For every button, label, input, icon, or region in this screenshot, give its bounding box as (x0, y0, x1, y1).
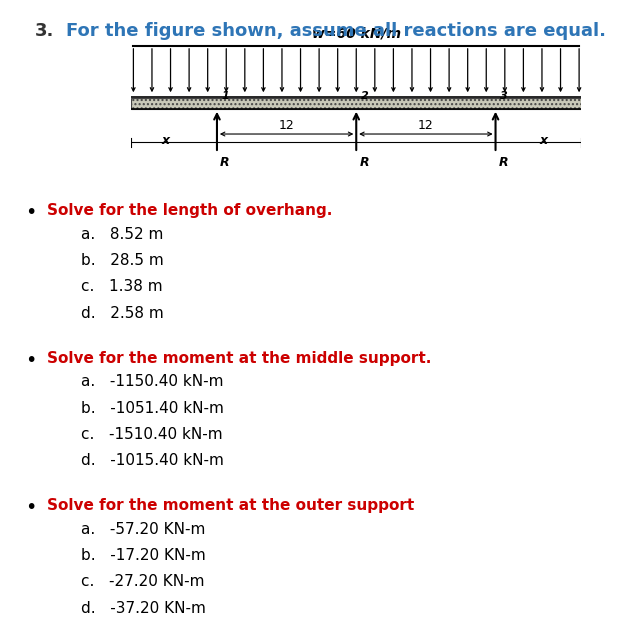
Text: a.   8.52 m: a. 8.52 m (81, 227, 164, 242)
Text: x: x (540, 134, 548, 147)
Bar (131, 98, 581, 109)
Text: d.   2.58 m: d. 2.58 m (81, 306, 164, 321)
Text: •: • (25, 351, 36, 369)
Text: Solve for the moment at the outer support: Solve for the moment at the outer suppor… (47, 498, 414, 513)
Text: x: x (161, 134, 169, 147)
Text: c.   1.38 m: c. 1.38 m (81, 279, 163, 294)
Text: R: R (220, 156, 230, 169)
Text: 3.: 3. (34, 22, 54, 40)
Text: Solve for the length of overhang.: Solve for the length of overhang. (47, 203, 332, 218)
Text: 12: 12 (418, 119, 434, 132)
Text: d.   -1015.40 kN-m: d. -1015.40 kN-m (81, 453, 224, 468)
Text: c.   -1510.40 kN-m: c. -1510.40 kN-m (81, 427, 223, 442)
Text: d.   -37.20 KN-m: d. -37.20 KN-m (81, 601, 206, 616)
Text: a.   -1150.40 kN-m: a. -1150.40 kN-m (81, 374, 224, 389)
Text: •: • (25, 203, 36, 222)
Text: R: R (359, 156, 369, 169)
Text: b.   -1051.40 kN-m: b. -1051.40 kN-m (81, 401, 224, 416)
Text: Solve for the moment at the middle support.: Solve for the moment at the middle suppo… (47, 351, 431, 366)
Text: a.   -57.20 KN-m: a. -57.20 KN-m (81, 522, 206, 537)
Text: 1: 1 (221, 91, 229, 101)
Text: 2: 2 (361, 91, 368, 101)
Text: 3: 3 (500, 91, 508, 101)
Text: b.   28.5 m: b. 28.5 m (81, 253, 164, 268)
Text: b.   -17.20 KN-m: b. -17.20 KN-m (81, 548, 206, 563)
Text: •: • (25, 498, 36, 517)
Text: For the figure shown, assume all reactions are equal.: For the figure shown, assume all reactio… (66, 22, 606, 40)
Text: w=60 kN/m: w=60 kN/m (312, 27, 401, 41)
Text: c.   -27.20 KN-m: c. -27.20 KN-m (81, 574, 205, 589)
Text: 12: 12 (279, 119, 294, 132)
Text: R: R (499, 156, 508, 169)
